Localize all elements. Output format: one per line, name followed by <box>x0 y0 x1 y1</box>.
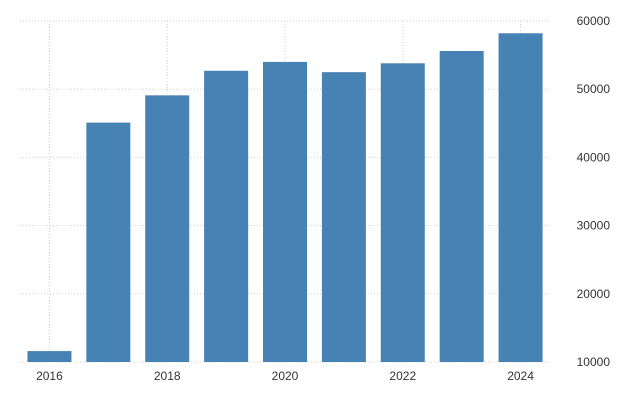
bar-2019[interactable] <box>204 70 249 362</box>
y-tick-label: 60000 <box>577 14 611 28</box>
bar-2020[interactable] <box>263 61 307 363</box>
bar-2018[interactable] <box>145 95 190 362</box>
x-tick-label: 2022 <box>389 369 416 383</box>
x-axis-ticks: 2016 2018 2020 2022 2024 <box>36 369 534 383</box>
x-tick-label: 2024 <box>507 369 534 383</box>
y-tick-label: 50000 <box>577 82 611 96</box>
bar-2016[interactable] <box>27 351 72 362</box>
bar-2023[interactable] <box>439 51 484 363</box>
y-tick-label: 10000 <box>577 355 611 369</box>
y-axis-ticks: 10000 20000 30000 40000 50000 60000 <box>577 14 611 369</box>
x-tick-label: 2018 <box>154 369 181 383</box>
x-tick-label: 2016 <box>36 369 63 383</box>
bars <box>27 33 543 363</box>
bar-2021[interactable] <box>321 72 366 363</box>
y-tick-label: 40000 <box>577 150 611 164</box>
y-tick-label: 30000 <box>577 219 611 233</box>
bar-2022[interactable] <box>380 63 425 363</box>
bar-2017[interactable] <box>86 122 131 362</box>
y-tick-label: 20000 <box>577 287 611 301</box>
x-tick-label: 2020 <box>272 369 299 383</box>
bar-2024[interactable] <box>498 33 543 362</box>
